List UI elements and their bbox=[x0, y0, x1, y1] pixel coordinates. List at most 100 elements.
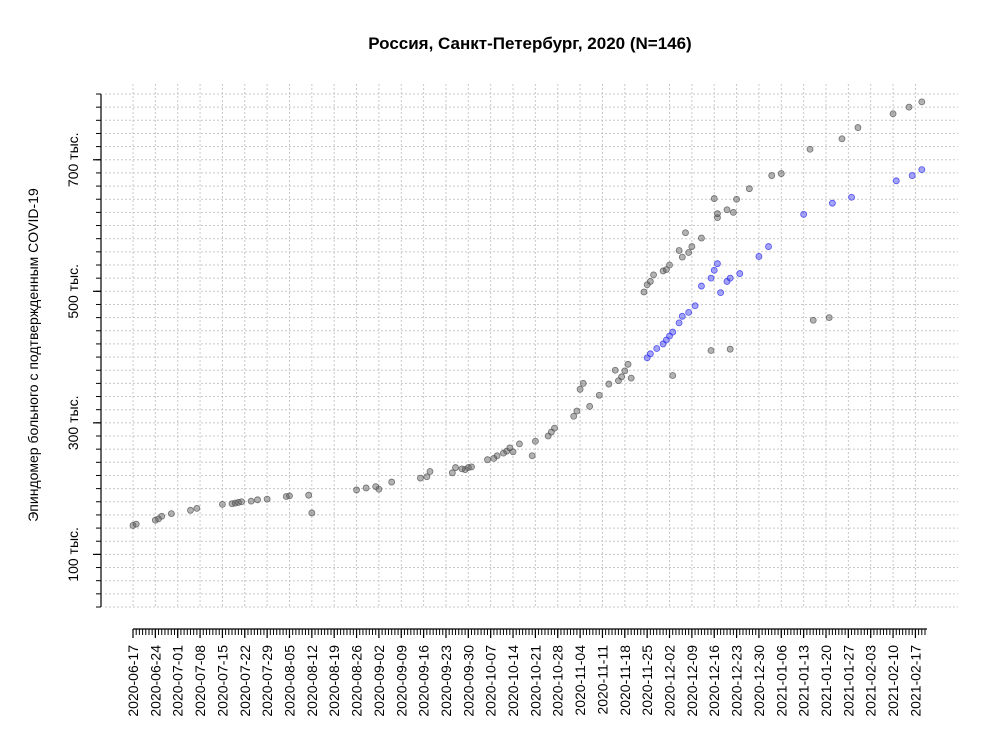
x-tick-label: 2021-01-13 bbox=[796, 645, 812, 717]
data-point bbox=[468, 463, 475, 471]
x-tick-label: 2020-09-23 bbox=[438, 645, 454, 717]
x-tick-label: 2020-06-24 bbox=[147, 645, 163, 717]
data-point bbox=[755, 253, 763, 260]
data-point bbox=[729, 208, 737, 216]
data-point bbox=[717, 289, 725, 297]
y-tick-label: 100 тыс. bbox=[65, 527, 81, 582]
data-point bbox=[848, 193, 855, 201]
data-point bbox=[678, 312, 686, 320]
x-tick-label: 2020-09-16 bbox=[416, 645, 432, 717]
data-point bbox=[426, 468, 434, 475]
data-point bbox=[576, 385, 584, 393]
data-point bbox=[308, 509, 316, 517]
x-tick-label: 2020-12-30 bbox=[751, 645, 767, 717]
data-point bbox=[889, 110, 897, 118]
data-point bbox=[726, 274, 734, 282]
data-point bbox=[688, 243, 696, 250]
data-point bbox=[646, 278, 654, 285]
data-point bbox=[685, 249, 693, 256]
data-point bbox=[714, 260, 721, 268]
x-tick-label: 2020-07-08 bbox=[192, 645, 208, 717]
data-point bbox=[509, 448, 517, 456]
x-tick-label: 2020-10-07 bbox=[483, 645, 499, 717]
data-point bbox=[707, 274, 715, 282]
data-point bbox=[531, 437, 539, 445]
data-point bbox=[854, 124, 862, 131]
data-point bbox=[254, 496, 261, 504]
chart-title: Россия, Санкт-Петербург, 2020 (N=146) bbox=[368, 34, 691, 53]
x-tick-label: 2020-08-12 bbox=[304, 645, 320, 717]
data-point bbox=[918, 166, 926, 174]
data-point bbox=[714, 214, 721, 222]
x-tick-label: 2020-06-17 bbox=[125, 645, 141, 717]
data-point bbox=[618, 373, 626, 381]
data-point bbox=[286, 492, 293, 500]
data-point bbox=[828, 199, 836, 207]
data-point bbox=[809, 316, 817, 324]
data-point bbox=[669, 372, 677, 379]
data-point bbox=[247, 497, 255, 505]
data-point bbox=[484, 456, 491, 464]
y-tick-label: 300 тыс. bbox=[65, 396, 81, 451]
x-tick-label: 2020-12-02 bbox=[662, 645, 678, 717]
data-point bbox=[605, 380, 613, 388]
data-point bbox=[573, 407, 581, 415]
data-point bbox=[621, 367, 629, 375]
data-point bbox=[905, 103, 913, 111]
x-tick-label: 2020-07-15 bbox=[214, 645, 230, 717]
data-point bbox=[193, 504, 201, 512]
data-point bbox=[493, 452, 501, 460]
data-point bbox=[263, 495, 271, 503]
data-point bbox=[710, 195, 718, 202]
data-point bbox=[362, 484, 370, 492]
data-point bbox=[768, 172, 776, 179]
x-tick-label: 2020-10-21 bbox=[527, 645, 543, 717]
data-point bbox=[723, 206, 731, 214]
data-point bbox=[611, 366, 619, 374]
data-point bbox=[736, 270, 744, 277]
data-point bbox=[698, 282, 705, 290]
x-tick-label: 2020-10-14 bbox=[505, 645, 521, 717]
data-point bbox=[653, 345, 661, 352]
data-point bbox=[777, 170, 785, 177]
data-point bbox=[388, 478, 396, 486]
data-point bbox=[579, 379, 587, 387]
data-point bbox=[800, 210, 808, 218]
x-tick-label: 2021-01-06 bbox=[773, 645, 789, 717]
data-point bbox=[806, 145, 814, 153]
data-point bbox=[448, 469, 456, 477]
data-point bbox=[662, 266, 670, 274]
data-point bbox=[707, 347, 715, 354]
data-point bbox=[627, 374, 635, 382]
y-tick-label: 500 тыс. bbox=[65, 264, 81, 319]
data-point bbox=[892, 177, 900, 185]
data-point bbox=[650, 271, 657, 279]
data-point bbox=[219, 500, 226, 508]
y-tick-label: 700 тыс. bbox=[65, 132, 81, 187]
x-tick-label: 2020-12-16 bbox=[706, 645, 722, 717]
data-point bbox=[375, 485, 383, 493]
x-tick-label: 2020-07-01 bbox=[170, 645, 186, 717]
x-tick-label: 2021-01-27 bbox=[840, 645, 856, 717]
x-tick-label: 2020-11-04 bbox=[572, 645, 588, 716]
x-tick-label: 2020-12-23 bbox=[729, 645, 745, 717]
data-point bbox=[678, 253, 686, 261]
data-point bbox=[624, 360, 632, 368]
data-point bbox=[640, 288, 648, 296]
data-point bbox=[825, 314, 833, 322]
data-point bbox=[765, 243, 772, 250]
data-point bbox=[675, 319, 683, 327]
data-point bbox=[528, 452, 536, 460]
data-point bbox=[698, 234, 705, 242]
data-point bbox=[675, 247, 683, 254]
x-tick-label: 2020-11-11 bbox=[594, 645, 610, 715]
x-tick-label: 2021-02-17 bbox=[907, 645, 923, 717]
data-point bbox=[417, 474, 424, 482]
x-tick-label: 2020-07-29 bbox=[259, 645, 275, 717]
data-point bbox=[666, 261, 673, 269]
data-point bbox=[685, 308, 693, 316]
data-point bbox=[132, 520, 140, 528]
data-point bbox=[838, 135, 846, 143]
x-tick-label: 2020-09-09 bbox=[393, 645, 409, 717]
